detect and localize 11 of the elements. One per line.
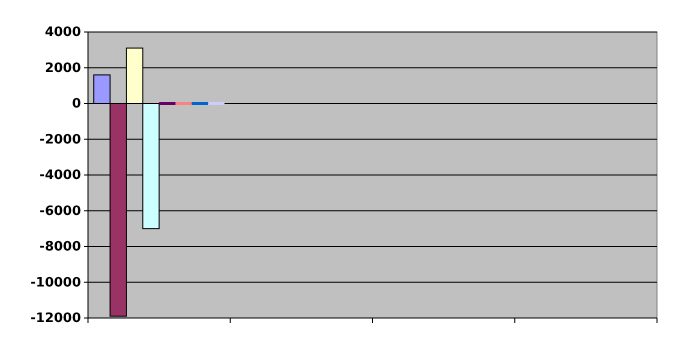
y-tick-label: 2000 xyxy=(44,60,81,76)
bar xyxy=(192,102,208,105)
y-tick-label: 4000 xyxy=(44,25,81,40)
y-tick-label: -6000 xyxy=(39,204,81,219)
y-tick-label: -10000 xyxy=(30,275,81,290)
y-tick-label: 0 xyxy=(72,96,81,112)
y-tick-label: -4000 xyxy=(39,168,81,184)
y-tick-label: -2000 xyxy=(39,132,81,148)
y-tick-label: -8000 xyxy=(39,240,81,255)
bar xyxy=(159,102,176,105)
y-tick-label: -12000 xyxy=(30,311,81,326)
